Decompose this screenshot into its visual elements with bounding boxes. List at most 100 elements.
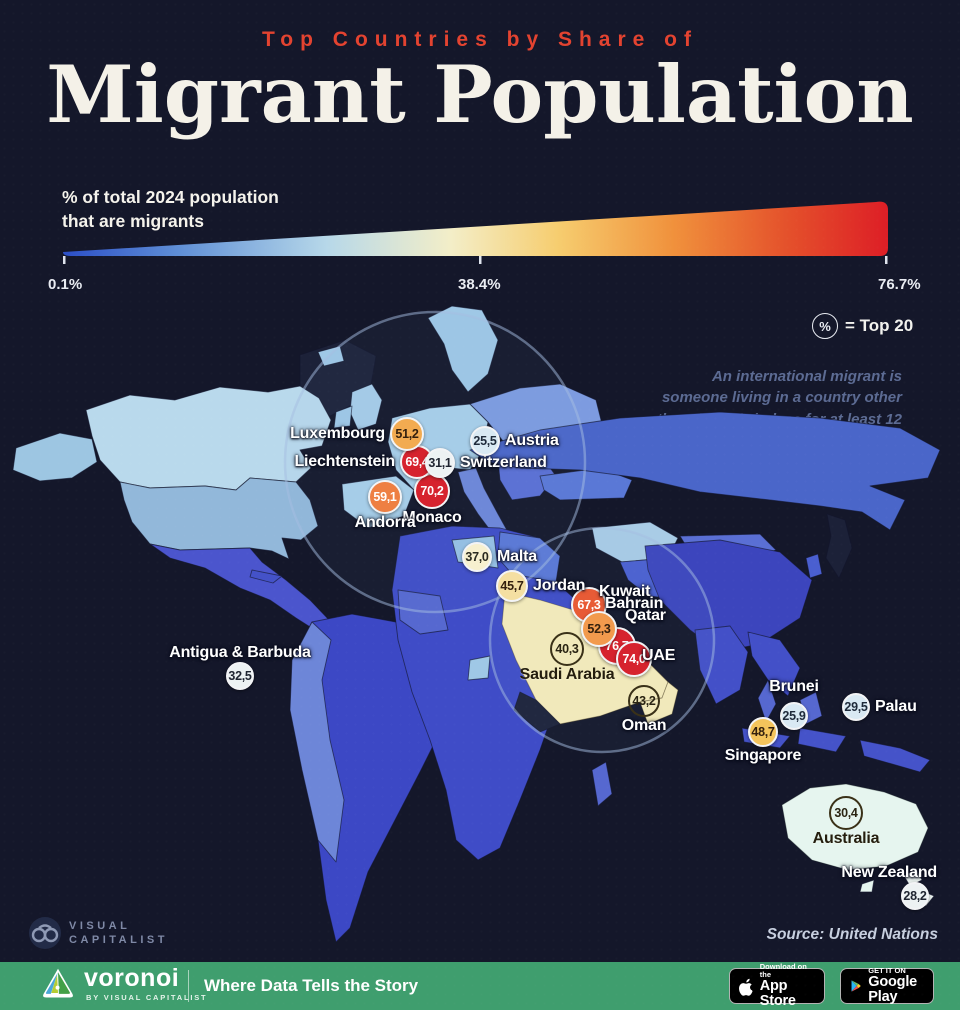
scale-label-min: 0.1% bbox=[48, 276, 83, 293]
country-label-kuwait: Kuwait bbox=[599, 583, 651, 600]
legend-caption-line2: that are migrants bbox=[62, 210, 204, 231]
value-bubble-malta: 37,0 bbox=[465, 550, 489, 564]
landmass-india bbox=[694, 625, 749, 705]
value-bubble-saudi-arabia: 40,3 bbox=[555, 642, 579, 656]
marker-saudi-arabia: Saudi Arabia 40,3 bbox=[520, 632, 615, 683]
value-bubble-palau: 29,5 bbox=[844, 700, 868, 714]
country-label-bahrain: Bahrain bbox=[605, 595, 664, 612]
value-bubble-brunei: 25,9 bbox=[782, 709, 806, 723]
voronoi-brand: voronoi BY VISUAL CAPITALIST bbox=[40, 966, 207, 1002]
marker-australia: Australia 30,4 bbox=[813, 796, 880, 847]
scale-tick-mid bbox=[479, 256, 482, 264]
source-credit: Source: United Nations bbox=[766, 926, 938, 943]
color-scale-wedge bbox=[60, 196, 900, 268]
scale-label-mid: 38.4% bbox=[458, 276, 501, 293]
value-bubble-switzerland: 31,1 bbox=[428, 456, 452, 470]
country-label-australia: Australia bbox=[812, 830, 880, 847]
marker-brunei: Brunei 25,9 bbox=[769, 678, 819, 730]
country-label-liechtenstein: Liechtenstein bbox=[294, 453, 395, 470]
country-label-brunei: Brunei bbox=[769, 678, 819, 695]
gplay-line2: Google Play bbox=[868, 973, 918, 1005]
world-map bbox=[0, 300, 960, 960]
landmass-tasmania bbox=[859, 879, 875, 893]
landmass-southeast-asia bbox=[747, 631, 801, 697]
country-label-uae: UAE bbox=[642, 647, 676, 664]
landmass-usa bbox=[119, 477, 319, 560]
landmass-korea bbox=[805, 553, 823, 579]
value-bubble-jordan: 45,7 bbox=[500, 579, 524, 593]
appstore-line1: Download on the bbox=[759, 961, 807, 979]
landmass-caribbean bbox=[249, 569, 283, 584]
value-bubble-austria: 25,5 bbox=[473, 434, 497, 448]
landmass-mexico-central-america bbox=[149, 543, 332, 633]
footer-divider bbox=[188, 970, 189, 1002]
google-play-badge[interactable]: GET IT ON Google Play bbox=[840, 966, 934, 1005]
country-label-andorra: Andorra bbox=[354, 514, 416, 531]
country-label-saudi-arabia: Saudi Arabia bbox=[519, 666, 615, 683]
app-store-badge[interactable]: Download on the App Store bbox=[729, 963, 825, 1009]
country-label-singapore: Singapore bbox=[724, 747, 802, 764]
value-bubble-bahrain: 52,3 bbox=[587, 622, 611, 636]
value-bubble-singapore: 48,7 bbox=[751, 725, 775, 739]
landmass-new-guinea bbox=[859, 739, 931, 773]
voronoi-byline: BY VISUAL CAPITALIST bbox=[86, 993, 208, 1002]
value-bubble-uae: 74,0 bbox=[622, 652, 646, 666]
appstore-line2: App Store bbox=[759, 977, 796, 1009]
page-title: Migrant Population bbox=[46, 48, 914, 141]
value-bubble-australia: 30,4 bbox=[834, 806, 858, 820]
country-label-oman: Oman bbox=[621, 717, 667, 734]
legend-caption-line1: % of total 2024 population bbox=[62, 187, 279, 207]
landmass-russia bbox=[469, 411, 941, 531]
country-label-malta: Malta bbox=[497, 548, 537, 565]
legend-caption: % of total 2024 population that are migr… bbox=[62, 186, 279, 233]
vc-logo-line1: VISUAL bbox=[69, 919, 131, 932]
google-play-icon bbox=[851, 980, 861, 992]
world-map-svg bbox=[12, 305, 941, 943]
value-bubble-liechtenstein: 69,4 bbox=[405, 455, 429, 469]
value-bubble-oman: 43,2 bbox=[632, 694, 656, 708]
marker-austria: Austria 25,5 bbox=[470, 426, 559, 456]
country-label-palau: Palau bbox=[875, 698, 917, 715]
marker-luxembourg: Luxembourg 51,2 bbox=[290, 417, 424, 451]
scale-label-max: 76.7% bbox=[878, 276, 921, 293]
marker-palau: Palau 29,5 bbox=[842, 693, 917, 721]
vc-logo-line2: CAPITALIST bbox=[69, 934, 168, 946]
top20-label: = Top 20 bbox=[845, 316, 914, 335]
country-label-antigua-barbuda: Antigua & Barbuda bbox=[169, 644, 311, 661]
value-bubble-andorra: 59,1 bbox=[373, 490, 397, 504]
landmass-yemen bbox=[513, 691, 561, 733]
landmass-alaska bbox=[12, 432, 98, 482]
binoculars-icon bbox=[29, 917, 61, 949]
marker-switzerland: Switzerland 31,1 bbox=[425, 448, 547, 478]
landmass-scandinavia bbox=[427, 305, 499, 393]
visual-capitalist-logo: VISUAL CAPITALIST bbox=[28, 916, 168, 950]
country-label-monaco: Monaco bbox=[402, 509, 462, 526]
color-scale-svg bbox=[63, 201, 888, 264]
marker-jordan: Jordan 45,7 bbox=[496, 570, 585, 602]
country-label-new-zealand: New Zealand bbox=[841, 864, 937, 881]
marker-uae: UAE 74,0 bbox=[616, 641, 675, 677]
country-label-jordan: Jordan bbox=[533, 577, 586, 594]
marker-andorra: Andorra 59,1 bbox=[355, 480, 416, 531]
apple-icon bbox=[739, 978, 753, 996]
voronoi-logo-icon bbox=[43, 968, 73, 998]
landmass-borneo bbox=[797, 727, 847, 753]
footer-bar: voronoi BY VISUAL CAPITALIST Where Data … bbox=[0, 962, 960, 1010]
voronoi-wordmark: voronoi bbox=[84, 964, 180, 992]
value-bubble-monaco: 70,2 bbox=[420, 484, 444, 498]
country-label-qatar: Qatar bbox=[625, 607, 666, 624]
marker-monaco: Monaco 70,2 bbox=[402, 473, 462, 526]
marker-bahrain: Bahrain 52,3 bbox=[581, 595, 663, 647]
country-label-switzerland: Switzerland bbox=[460, 454, 547, 471]
landmass-japan bbox=[825, 513, 853, 579]
kicker-subtitle: Top Countries by Share of bbox=[262, 28, 698, 51]
top20-legend-badge: % = Top 20 bbox=[812, 313, 913, 339]
marker-new-zealand: New Zealand 28,2 bbox=[841, 864, 937, 910]
marker-oman: Oman 43,2 bbox=[622, 685, 666, 734]
scale-tick-max bbox=[885, 256, 888, 264]
landmass-gabon bbox=[467, 655, 491, 681]
country-label-luxembourg: Luxembourg bbox=[290, 425, 385, 442]
value-bubble-luxembourg: 51,2 bbox=[395, 427, 419, 441]
marker-singapore: Singapore 48,7 bbox=[725, 717, 801, 764]
